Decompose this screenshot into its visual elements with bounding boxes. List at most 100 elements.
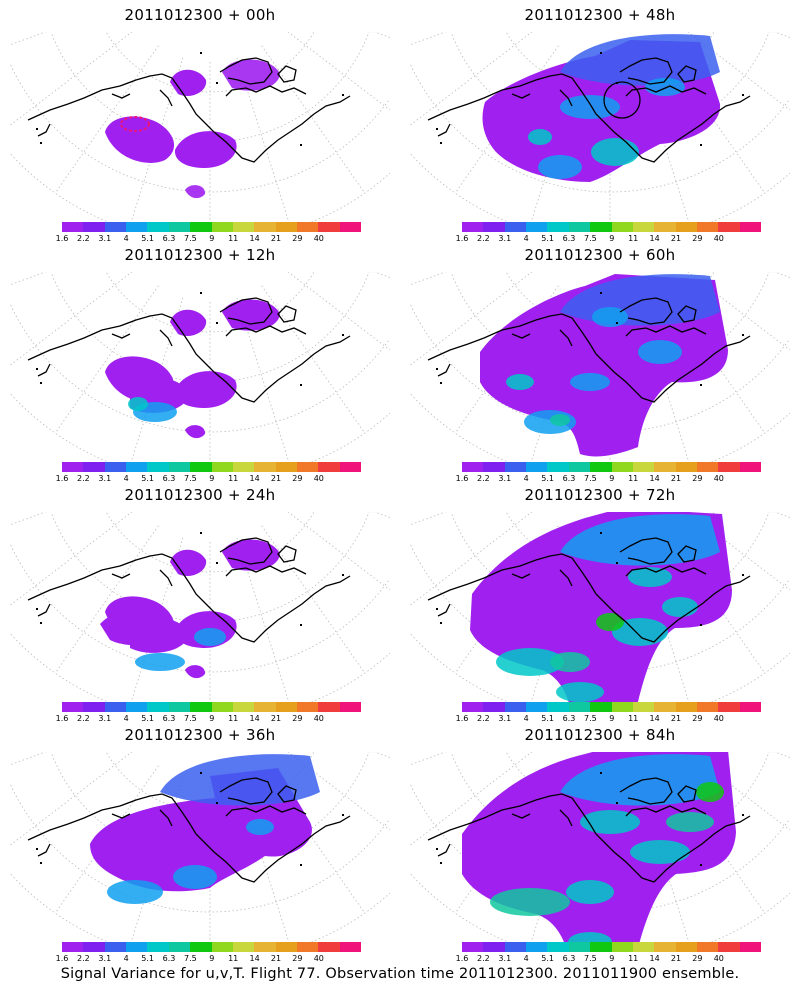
coastline [27,73,235,151]
coastline [233,575,351,643]
variance-region [194,628,226,646]
variance-region [628,567,672,587]
colorbar-label: 3.1 [498,474,512,483]
coastline [219,297,273,325]
colorbar-label: 1.6 [455,714,469,723]
coastline [625,325,707,337]
coastline [159,89,173,107]
colorbar-label: 6.3 [562,234,576,243]
coastline [511,573,531,579]
colorbar-swatch [62,222,84,232]
coastline [677,305,697,323]
colorbar-swatch [739,702,762,712]
forecast-panel: 2011012300 + 84h 1.6 2.2 3.1 4 5.1 6.3 7.5 9 11 14… [400,720,800,966]
colorbar-label: 1.6 [55,714,69,723]
colorbar-swatch [568,462,591,472]
colorbar-swatch [232,702,255,712]
variance-region [591,138,639,166]
variance-region [174,371,237,408]
colorbar-swatch [232,462,255,472]
colorbar-label: 40 [313,714,324,723]
colorbar-swatch [62,462,84,472]
colorbar-label: 7.5 [184,954,197,963]
colorbar-swatch [696,702,719,712]
colorbar-label: 5.1 [541,714,554,723]
variance-region [638,340,682,364]
colorbar-swatch [462,702,484,712]
variance-region [246,819,274,835]
colorbar-label: 11 [228,474,239,483]
colorbar-swatch [526,942,548,952]
colorbar-swatch [590,942,612,952]
colorbar-swatch [654,222,676,232]
colorbar [462,222,762,232]
colorbar-label: 7.5 [584,714,597,723]
panel-title: 2011012300 + 24h [124,486,276,504]
colorbar-swatch [654,702,676,712]
colorbar-label: 4 [123,954,129,963]
coastline [633,575,751,643]
colorbar-swatch [483,942,505,952]
variance-region [185,185,206,199]
colorbar-swatch [104,702,127,712]
variance-region [570,373,610,391]
colorbar-labels: 1.6 2.2 3.1 4 5.1 6.3 7.5 9 11 14 21 29 40 [456,234,768,246]
colorbar-labels: 1.6 2.2 3.1 4 5.1 6.3 7.5 9 11 14 21 29 40 [456,954,768,966]
colorbar-label: 1.6 [55,954,69,963]
colorbar-label: 6.3 [562,474,576,483]
colorbar-labels: 1.6 2.2 3.1 4 5.1 6.3 7.5 9 11 14 21 29 40 [56,234,368,246]
colorbar-swatch [675,702,697,712]
coastline [277,305,297,323]
colorbar-label: 5.1 [141,474,154,483]
coastline [233,335,351,403]
colorbar-swatch [62,702,84,712]
panel-title: 2011012300 + 00h [124,6,276,24]
colorbar-swatch [104,222,127,232]
colorbar-label: 14 [249,714,260,723]
colorbar-swatch [126,702,148,712]
colorbar-label: 4 [123,234,129,243]
colorbar-swatch [232,222,255,232]
colorbar-swatch [254,462,276,472]
colorbar-label: 4 [123,714,129,723]
colorbar-label: 2.2 [477,474,490,483]
coastline [619,57,673,85]
colorbar-label: 5.1 [541,474,554,483]
colorbar-swatch [504,942,527,952]
coastline [427,793,635,871]
coastline [225,325,307,337]
coastline [111,573,131,579]
colorbar [62,222,362,232]
colorbar-label: 21 [270,714,282,723]
polar-map [10,32,390,222]
colorbar-label: 40 [313,954,324,963]
colorbar-label: 9 [609,234,615,243]
colorbar-swatch [190,222,212,232]
observation-circle [603,81,641,119]
colorbar-swatch [590,222,612,232]
colorbar-swatch [654,942,676,952]
variance-region [496,648,564,676]
variance-region [528,129,552,145]
variance-region [580,810,640,834]
colorbar-label: 21 [270,234,282,243]
panel-title: 2011012300 + 36h [124,726,276,744]
colorbar [62,942,362,952]
colorbar-swatch [568,702,591,712]
colorbar-label: 4 [523,474,529,483]
variance-region [185,665,206,679]
colorbar-label: 5.1 [141,714,154,723]
colorbar-label: 2.2 [477,234,490,243]
colorbar-swatch [190,942,212,952]
colorbar-swatch [339,702,362,712]
coastline [633,335,751,403]
colorbar-label: 5.1 [141,234,154,243]
colorbar-swatch [190,462,212,472]
variance-region [107,880,163,904]
colorbar-swatch [318,222,340,232]
colorbar-swatch [526,222,548,232]
panel-title: 2011012300 + 12h [124,246,276,264]
colorbar-swatch [168,462,191,472]
colorbar-label: 21 [270,954,282,963]
coastline [625,565,707,577]
